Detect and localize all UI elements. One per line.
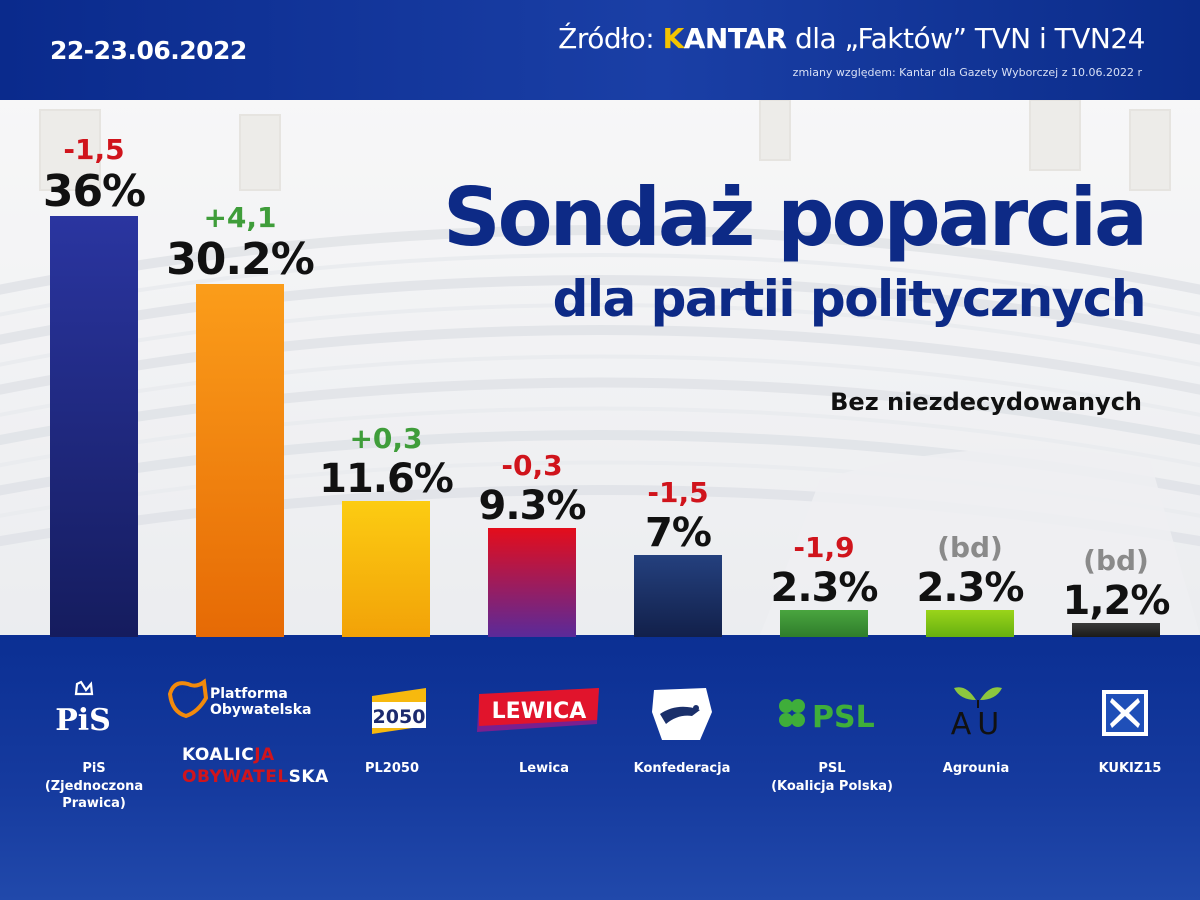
svg-text:2050: 2050 (373, 706, 426, 728)
party-label-line: (Koalicja Polska) (771, 778, 893, 794)
svg-text:Obywatelska: Obywatelska (210, 702, 312, 718)
party-label-line: Lewica (518, 761, 570, 776)
bar-2 (196, 283, 284, 637)
party-legend-band (0, 635, 1200, 900)
party-label-konfederacja: Konfederacja (612, 760, 752, 778)
bar-5 (634, 555, 722, 637)
source-prefix: Źródło: (558, 22, 655, 55)
bar-8 (1072, 622, 1160, 637)
party-label-line: Konfederacja (633, 761, 731, 776)
value-label-2: 30.2% (166, 233, 315, 285)
change-label-6: -1,9 (793, 531, 855, 565)
poll-date: 22-23.06.2022 (50, 36, 247, 65)
change-label-2: +4,1 (203, 200, 277, 234)
svg-text:AU: AU (951, 707, 1005, 738)
value-label-4: 9.3% (478, 483, 587, 530)
chart-subtitle: dla partii politycznych (552, 270, 1147, 328)
party-label-line: KUKIZ15 (1098, 761, 1162, 776)
svg-text:PSL: PSL (812, 700, 875, 734)
party-label-line: Prawica) (62, 796, 126, 812)
pis-logo-icon: PiS (48, 678, 118, 748)
change-label-3: +0,3 (349, 422, 423, 456)
party-label-line: PSL (818, 761, 846, 776)
change-label-7: (bd) (937, 531, 1003, 565)
party-label-line: Agrounia (942, 761, 1010, 776)
ko-line1a: KOALIC (182, 745, 255, 765)
konfederacja-logo-icon (648, 684, 716, 744)
psl-logo-icon: PSL (772, 694, 882, 735)
kantar-k-icon: K (662, 22, 685, 55)
value-label-5: 7% (645, 510, 712, 557)
source-note: zmiany względem: Kantar dla Gazety Wybor… (792, 66, 1142, 79)
source-rest: dla „Faktów” TVN i TVN24 (794, 22, 1146, 55)
party-label-psl: PSL (Koalicja Polska) (762, 760, 902, 795)
value-label-8: 1,2% (1062, 577, 1171, 624)
pl2050-logo-icon: 2050 (368, 686, 430, 736)
ko-line2a: OBYWATEL (182, 767, 289, 787)
value-label-7: 2.3% (916, 565, 1025, 612)
bar-6 (780, 610, 868, 637)
party-label-pl2050: PL2050 (322, 760, 462, 778)
change-label-5: -1,5 (647, 476, 709, 510)
agrounia-logo-icon: AU (938, 678, 1018, 742)
value-label-3: 11.6% (319, 456, 454, 503)
party-label-pis: PiS (Zjednoczona Prawica) (24, 760, 164, 813)
bar-7 (926, 610, 1014, 637)
source-brand-text: ANTAR (683, 22, 787, 55)
bar-4 (488, 528, 576, 637)
change-label-1: -1,5 (63, 133, 125, 166)
party-label-line: PiS (82, 761, 106, 776)
ko-logo-icon: KOALICJA OBYWATELSKA (182, 744, 352, 792)
change-label-4: -0,3 (501, 449, 563, 483)
svg-text:PiS: PiS (55, 703, 111, 738)
change-label-8: (bd) (1083, 543, 1149, 577)
header-band: 22-23.06.2022 Źródło: KANTAR dla „Faktów… (0, 0, 1200, 100)
bar-3 (342, 501, 430, 637)
lewica-logo-icon: LEWICA (477, 688, 601, 732)
party-label-agrounia: Agrounia (906, 760, 1046, 778)
chart-title: Sondaż poparcia (443, 171, 1148, 264)
svg-text:Platforma: Platforma (210, 686, 288, 702)
party-label-line: (Zjednoczona (44, 778, 144, 794)
po-logo-icon: Platforma Obywatelska (164, 676, 334, 724)
party-label-line: PL2050 (365, 761, 419, 776)
ko-line1b: JA (254, 745, 275, 765)
party-label-lewica: Lewica (474, 760, 614, 778)
source-brand: KANTAR (663, 22, 787, 55)
value-label-1: 36% (42, 166, 146, 217)
chart-note: Bez niezdecydowanych (830, 388, 1142, 416)
value-label-6: 2.3% (770, 565, 879, 612)
poll-source: Źródło: KANTAR dla „Faktów” TVN i TVN24 (558, 22, 1145, 55)
ko-line2b: SKA (288, 767, 329, 787)
svg-text:LEWICA: LEWICA (492, 699, 587, 724)
kukiz-logo-icon (1100, 688, 1150, 738)
party-label-kukiz: KUKIZ15 (1060, 760, 1200, 778)
bar-1 (50, 216, 138, 637)
